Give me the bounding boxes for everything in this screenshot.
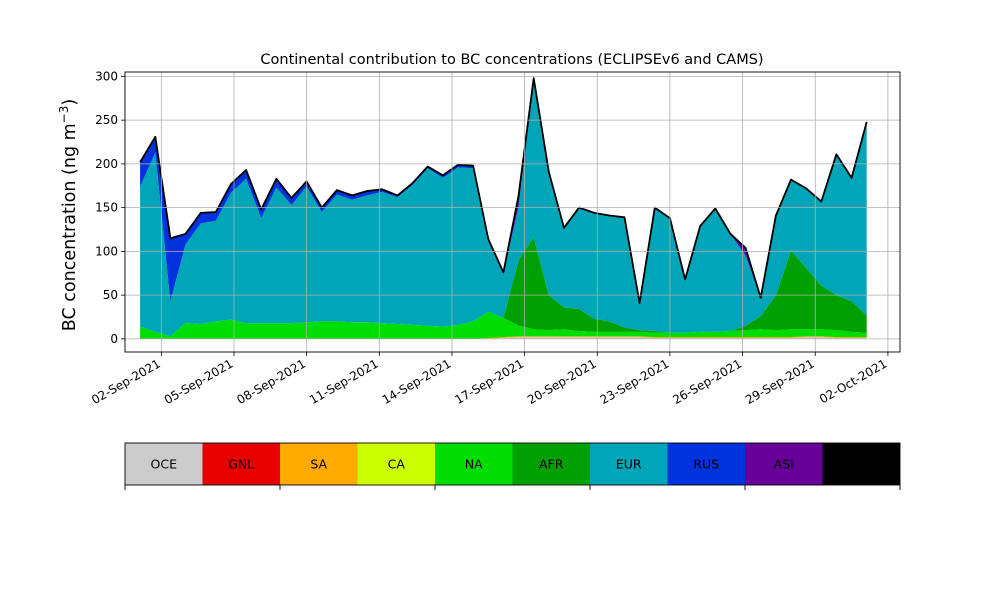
legend-swatch-gnl — [202, 443, 280, 485]
series-area-na — [140, 311, 867, 339]
plot-area: 0 50 100 150 200 250 300 02-Sep-202105-Sep-2021… — [89, 69, 901, 407]
series-area-sa — [140, 336, 867, 339]
legend-label-ca: CA — [388, 457, 406, 472]
x-tick-label: 29-Sep-2021 — [743, 356, 817, 407]
y-tick-label: 250 — [95, 113, 118, 127]
series-area-oce — [140, 337, 867, 339]
legend-label-eur: EUR — [616, 457, 642, 472]
x-tick-label: 26-Sep-2021 — [670, 356, 744, 407]
y-tick-label: 200 — [95, 157, 118, 171]
legend-label-na: NA — [465, 457, 483, 472]
x-tick-label: 08-Sep-2021 — [234, 356, 308, 407]
y-tick-label: 150 — [95, 201, 118, 215]
y-tick-label: 0 — [110, 332, 118, 346]
y-tick-label: 50 — [103, 288, 118, 302]
plot-frame — [124, 71, 901, 353]
x-tick-label: 14-Sep-2021 — [380, 356, 454, 407]
y-axis-label: BC concentration (ng m−3) — [57, 99, 80, 331]
y-tick-label: 300 — [95, 69, 118, 83]
legend-swatch-sa — [280, 443, 358, 485]
legend-swatch-na — [435, 443, 513, 485]
legend-swatch-aus — [822, 443, 900, 485]
legend: OCE GNL SA CA NA AFR EUR RUS ASI AUS — [124, 442, 901, 490]
legend-label-rus: RUS — [693, 457, 719, 472]
legend-label-oce: OCE — [151, 457, 178, 472]
x-tick-label: 17-Sep-2021 — [452, 356, 526, 407]
legend-label-sa: SA — [310, 457, 327, 472]
legend-label-afr: AFR — [539, 457, 564, 472]
legend-swatch-afr — [512, 443, 590, 485]
series-area-afr — [140, 237, 867, 337]
chart-title: Continental contribution to BC concentra… — [260, 52, 763, 68]
legend-swatch-oce — [125, 443, 203, 485]
total-line — [139, 77, 868, 304]
x-tick-label: 05-Sep-2021 — [162, 356, 236, 407]
legend-swatch-asi — [745, 443, 823, 485]
legend-swatch-ca — [357, 443, 435, 485]
legend-frame — [124, 442, 901, 486]
legend-label-gnl: GNL — [228, 457, 254, 472]
legend-swatch-rus — [667, 443, 745, 485]
x-tick-label: 23-Sep-2021 — [598, 356, 672, 407]
y-tick-label: 100 — [95, 244, 118, 258]
legend-label-asi: ASI — [774, 457, 794, 472]
x-tick-label: 11-Sep-2021 — [307, 356, 381, 407]
x-tick-label: 02-Sep-2021 — [89, 356, 163, 407]
legend-label-aus: AUS — [848, 457, 874, 472]
x-tick-label: 20-Sep-2021 — [525, 356, 599, 407]
legend-swatch-eur — [590, 443, 668, 485]
series-area-eur — [140, 79, 867, 337]
x-tick-label: 02-Oct-2021 — [817, 356, 889, 406]
